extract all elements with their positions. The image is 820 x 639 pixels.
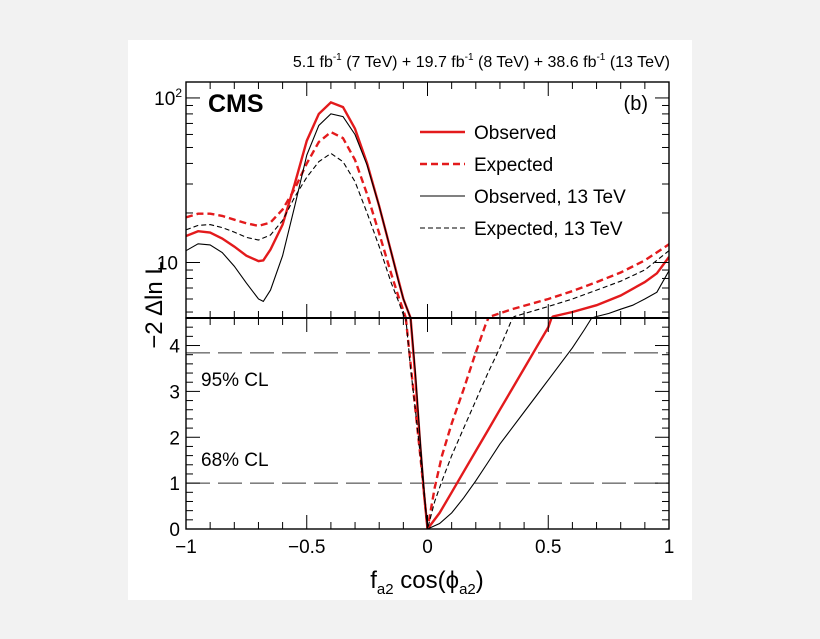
series-observed-lower (409, 318, 553, 529)
upper-y-tick-label-10: 10 (157, 254, 178, 275)
upper-panel-series (186, 101, 669, 318)
series-observed-upper-left (186, 101, 412, 318)
series-observed-13-tev-lower (410, 318, 593, 529)
series-expected-13-tev-lower (405, 318, 514, 529)
cl68-label: 68% CL (201, 450, 269, 471)
y-axis-title: −2 Δln L (141, 261, 168, 348)
cms-label: CMS (208, 90, 264, 118)
figure: 5.1 fb-1 (7 TeV) + 19.7 fb-1 (8 TeV) + 3… (128, 40, 692, 600)
x-tick-label: 1 (664, 537, 675, 558)
series-observed-13-tev-upper-left (186, 113, 412, 318)
lower-y-tick-label: 2 (169, 428, 180, 449)
series-expected-13-tev-upper-left (186, 152, 407, 318)
series-expected-13-tev-upper-right (511, 250, 669, 318)
x-tick-label: 0.5 (535, 537, 561, 558)
lower-y-tick-label: 4 (169, 337, 180, 358)
series-expected-lower (404, 318, 490, 529)
legend-label-expected: Expected (474, 155, 553, 176)
lower-y-tick-label: 3 (169, 382, 180, 403)
lower-panel-series (404, 318, 593, 529)
lumi-header: 5.1 fb-1 (7 TeV) + 19.7 fb-1 (8 TeV) + 3… (293, 52, 670, 71)
series-expected-upper-left (186, 130, 407, 318)
legend: Observed Expected Observed, 13 TeV Expec… (420, 123, 626, 240)
x-tick-label: −1 (175, 537, 197, 558)
x-axis-title: fa2 cos(ϕa2) (370, 567, 484, 598)
lower-panel-frame (185, 317, 670, 530)
legend-label-expected-13tev: Expected, 13 TeV (474, 219, 623, 240)
axis-ticks (185, 82, 670, 530)
lower-y-tick-label: 0 (169, 520, 180, 541)
legend-label-observed-13tev: Observed, 13 TeV (474, 187, 626, 208)
x-tick-label: −0.5 (288, 537, 326, 558)
panel-label: (b) (624, 93, 648, 115)
cms-likelihood-plot: 5.1 fb-1 (7 TeV) + 19.7 fb-1 (8 TeV) + 3… (141, 52, 675, 598)
x-tick-label: 0 (422, 537, 433, 558)
lower-y-tick-label: 1 (169, 474, 180, 495)
cl95-label: 95% CL (201, 370, 269, 391)
upper-y-tick-label-100: 102 (154, 86, 182, 110)
legend-label-observed: Observed (474, 123, 556, 144)
series-expected-upper-right (486, 243, 669, 318)
series-observed-13-tev-upper-right (590, 270, 669, 318)
series-observed-upper-right (549, 256, 669, 318)
